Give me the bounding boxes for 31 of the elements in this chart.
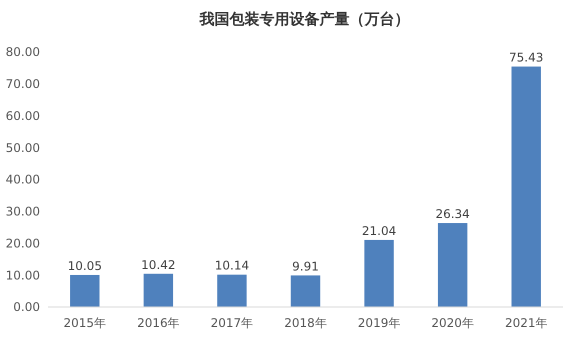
x-tick-label: 2016年 (137, 316, 180, 330)
bar (144, 274, 174, 307)
bar (438, 223, 468, 307)
y-tick-label: 80.00 (6, 45, 40, 60)
y-tick-label: 20.00 (6, 236, 40, 250)
y-tick-label: 70.00 (6, 77, 40, 92)
bar (290, 275, 320, 307)
y-tick-label: 50.00 (6, 140, 40, 155)
y-tick-label: 30.00 (6, 204, 40, 219)
bar (70, 274, 100, 307)
data-label: 26.34 (435, 207, 470, 222)
bar (364, 240, 394, 307)
x-tick-label: 2017年 (210, 316, 254, 330)
x-tick-label: 2015年 (64, 316, 106, 330)
data-label: 10.05 (68, 258, 102, 273)
data-label: 10.42 (141, 258, 176, 272)
chart-title: 我国包装专用设备产量（万台） (198, 10, 410, 28)
y-tick-label: 0.00 (13, 300, 40, 314)
x-tick-label: 2021年 (504, 316, 548, 330)
data-label: 10.14 (214, 258, 250, 273)
data-label: 21.04 (362, 224, 396, 238)
x-tick-label: 2019年 (358, 316, 400, 330)
y-tick-label: 40.00 (6, 172, 40, 187)
bar (512, 66, 541, 307)
x-tick-label: 2018年 (284, 316, 327, 330)
data-label: 9.91 (292, 259, 319, 274)
y-tick-label: 10.00 (6, 268, 40, 282)
x-tick-label: 2020年 (431, 316, 474, 330)
bar (217, 274, 247, 307)
y-tick-label: 60.00 (6, 108, 40, 123)
data-label: 75.43 (509, 50, 544, 65)
